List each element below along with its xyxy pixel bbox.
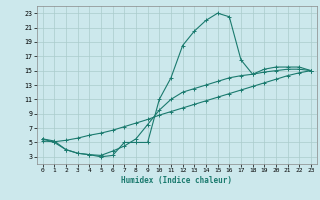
X-axis label: Humidex (Indice chaleur): Humidex (Indice chaleur) xyxy=(121,176,232,185)
